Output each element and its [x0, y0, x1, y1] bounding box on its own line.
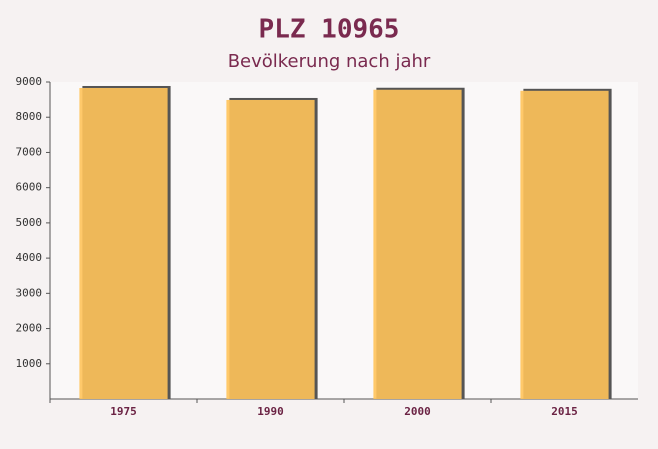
y-tick-label: 2000: [16, 322, 43, 335]
y-tick-label: 1000: [16, 357, 43, 370]
bar: [79, 87, 168, 399]
y-tick-label: 3000: [16, 286, 43, 299]
y-tick-label: 5000: [16, 216, 43, 229]
x-tick-label: 1990: [257, 405, 284, 418]
y-tick-label: 8000: [16, 110, 43, 123]
bar: [373, 89, 462, 399]
x-tick-label: 2015: [551, 405, 578, 418]
chart-title: PLZ 10965: [259, 15, 400, 45]
y-tick-label: 4000: [16, 251, 43, 264]
chart-subtitle: Bevölkerung nach jahr: [228, 51, 431, 72]
y-tick-label: 6000: [16, 181, 43, 194]
bar: [520, 90, 609, 400]
y-tick-label: 9000: [16, 75, 43, 88]
y-tick-label: 7000: [16, 145, 43, 158]
bar: [226, 99, 315, 400]
x-tick-label: 2000: [404, 405, 431, 418]
x-tick-label: 1975: [110, 405, 137, 418]
